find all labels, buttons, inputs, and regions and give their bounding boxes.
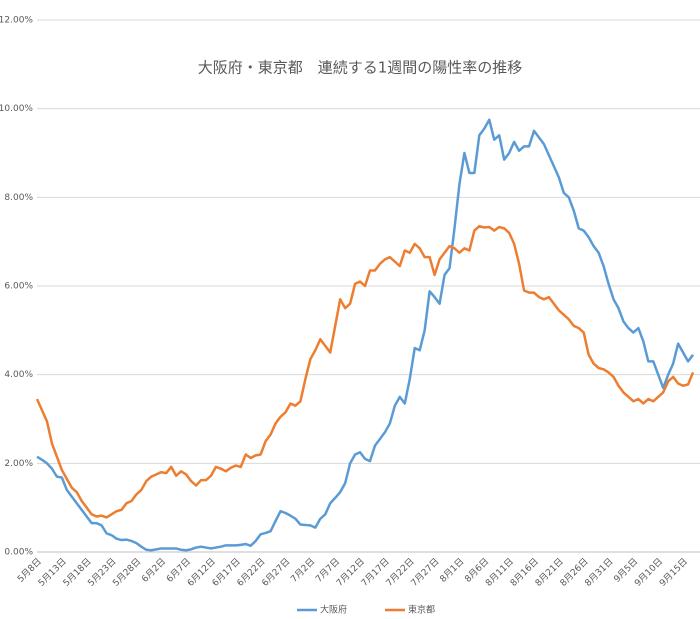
- series-line: [36, 118, 695, 552]
- y-tick-label: 10.00%: [0, 104, 33, 114]
- y-tick-label: 2.00%: [4, 459, 33, 469]
- chart-title: 大阪府・東京都 連続する1週間の陽性率の推移: [198, 59, 523, 77]
- legend-label: 東京都: [408, 604, 435, 616]
- y-tick-label: 4.00%: [4, 370, 33, 380]
- y-tick-label: 8.00%: [4, 193, 33, 203]
- legend-label: 大阪府: [320, 604, 347, 616]
- y-tick-label: 6.00%: [4, 282, 33, 292]
- series-line: [35, 224, 695, 519]
- y-tick-label: 12.00%: [0, 16, 33, 26]
- y-tick-label: 0.00%: [4, 548, 33, 558]
